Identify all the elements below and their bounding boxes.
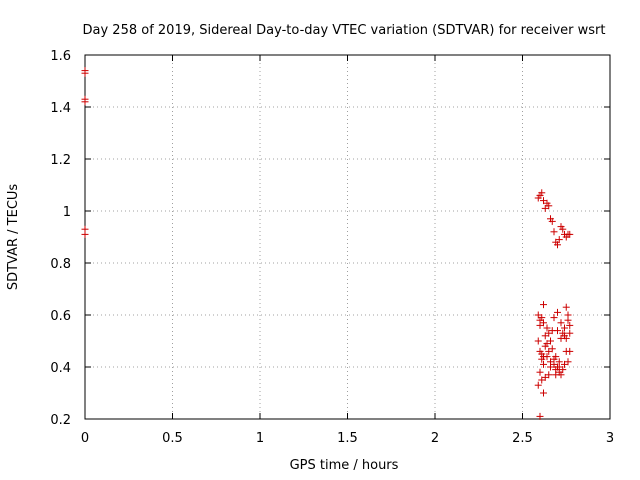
data-point: [566, 321, 574, 329]
y-tick-label: 1.6: [50, 49, 71, 64]
data-point: [550, 228, 558, 236]
data-point: [554, 241, 561, 249]
data-point: [538, 189, 546, 197]
data-point: [557, 319, 565, 327]
y-tick-label: 1.4: [50, 101, 71, 116]
x-tick-label: 2.5: [512, 431, 533, 446]
data-point: [550, 314, 558, 322]
data-point: [545, 202, 553, 210]
x-tick-label: 2: [431, 431, 439, 446]
data-point: [540, 301, 547, 309]
grid: [85, 55, 610, 419]
data-point: [534, 337, 542, 345]
data-point: [562, 303, 570, 311]
data-point: [555, 236, 563, 244]
x-tick-label: 1.5: [337, 431, 358, 446]
y-tick-label: 1.2: [50, 153, 71, 168]
data-point: [543, 324, 551, 332]
y-tick-label: 0.8: [50, 257, 71, 272]
data-point: [552, 371, 560, 379]
data-point: [545, 371, 553, 379]
y-tick-label: 1: [63, 205, 71, 220]
plot-frame: [84, 54, 611, 420]
data-point: [536, 412, 544, 420]
y-tick-label: 0.6: [50, 309, 71, 324]
data-point: [554, 308, 561, 316]
y-tick-labels: 0.2 0.4 0.6 0.8 1 1.2 1.4 1.6: [50, 49, 71, 428]
x-tick-label: 0: [81, 431, 89, 446]
x-axis-label: GPS time / hours: [290, 458, 399, 473]
data-point: [540, 360, 547, 368]
y-tick-label: 0.2: [50, 413, 71, 428]
x-tick-label: 1: [256, 431, 264, 446]
data-point: [566, 329, 574, 337]
data-point: [548, 217, 556, 225]
x-tick-label: 3: [606, 431, 614, 446]
data-point: [550, 355, 558, 363]
data-point: [548, 345, 556, 353]
y-tick-label: 0.4: [50, 361, 71, 376]
y-axis-label: SDTVAR / TECUs: [6, 184, 21, 291]
chart-title: Day 258 of 2019, Sidereal Day-to-day VTE…: [83, 23, 606, 38]
x-tick-labels: 0 0.5 1 1.5 2 2.5 3: [81, 431, 614, 446]
data-point: [561, 324, 568, 332]
data-point: [547, 363, 554, 371]
data-point: [555, 363, 563, 371]
data-point: [81, 69, 89, 77]
data-point: [81, 230, 89, 238]
data-point: [81, 98, 89, 106]
data-point: [536, 368, 544, 376]
data-point: [562, 334, 570, 342]
data-point: [554, 327, 561, 335]
data-point: [564, 358, 572, 366]
data-point: [534, 381, 542, 389]
data-point: [566, 230, 574, 238]
data-point: [547, 337, 554, 345]
data-point: [559, 225, 567, 233]
data-point: [566, 347, 574, 355]
data-point: [538, 314, 546, 322]
data-point: [564, 311, 572, 319]
data-points: [81, 67, 574, 420]
x-tick-label: 0.5: [162, 431, 183, 446]
data-point: [540, 389, 547, 397]
data-point: [543, 353, 551, 361]
axis-ticks: [84, 54, 611, 420]
data-point: [540, 319, 547, 327]
